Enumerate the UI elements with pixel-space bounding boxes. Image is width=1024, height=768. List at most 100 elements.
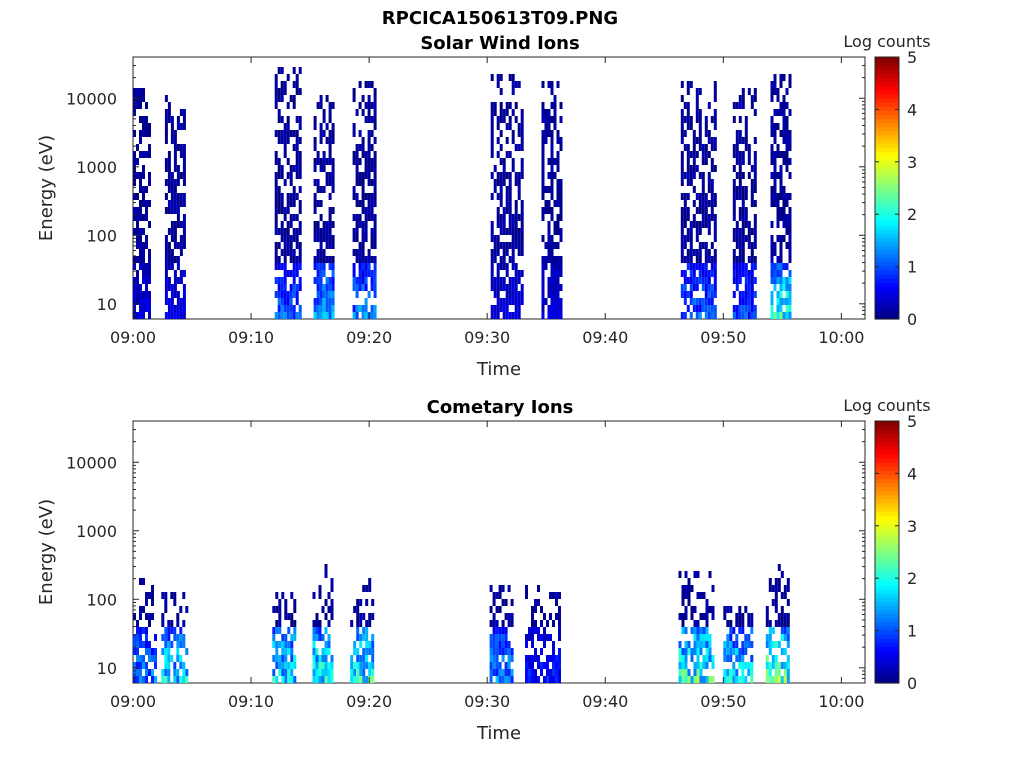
heatmap-cell	[738, 312, 742, 319]
heatmap-cell	[738, 165, 742, 172]
heatmap-cell	[179, 634, 183, 641]
heatmap-cell	[496, 207, 500, 214]
heatmap-cell	[136, 207, 139, 214]
heatmap-cell	[498, 627, 502, 634]
colorbar-swatch	[875, 114, 899, 119]
heatmap-cell	[277, 109, 281, 116]
heatmap-cell	[182, 242, 186, 249]
heatmap-cell	[319, 214, 323, 221]
heatmap-cell	[692, 137, 696, 144]
heatmap-cell	[496, 221, 500, 228]
heatmap-cell	[324, 627, 328, 634]
heatmap-cell	[355, 109, 359, 116]
heatmap-cell	[547, 277, 551, 284]
heatmap-cell	[182, 193, 186, 200]
heatmap-cell	[280, 81, 284, 88]
heatmap-cell	[549, 634, 552, 641]
heatmap-cell	[517, 291, 521, 298]
heatmap-cell	[550, 284, 554, 291]
heatmap-cell	[701, 193, 705, 200]
heatmap-cell	[525, 662, 528, 669]
heatmap-cell	[741, 676, 745, 683]
heatmap-cell	[370, 312, 374, 319]
heatmap-cell	[550, 102, 554, 109]
heatmap-cell	[753, 137, 757, 144]
heatmap-cell	[280, 305, 284, 312]
heatmap-cell	[352, 88, 356, 95]
heatmap-cell	[695, 228, 699, 235]
heatmap-cell	[738, 676, 742, 683]
colorbar-tick-label: 2	[907, 569, 917, 588]
heatmap-cell	[182, 592, 186, 599]
heatmap-cell	[136, 158, 139, 165]
heatmap-cell	[773, 249, 777, 256]
heatmap-cell	[707, 186, 711, 193]
heatmap-cell	[753, 200, 757, 207]
heatmap-cell	[502, 172, 506, 179]
heatmap-cell	[277, 228, 281, 235]
heatmap-cell	[683, 172, 687, 179]
heatmap-cell	[359, 613, 363, 620]
heatmap-cell	[785, 137, 789, 144]
heatmap-cell	[173, 158, 177, 165]
heatmap-cell	[275, 655, 279, 662]
heatmap-cell	[499, 193, 503, 200]
heatmap-cell	[753, 242, 757, 249]
heatmap-cell	[726, 648, 730, 655]
heatmap-cell	[283, 123, 287, 130]
heatmap-cell	[785, 123, 789, 130]
heatmap-cell	[779, 151, 783, 158]
heatmap-cell	[319, 277, 323, 284]
heatmap-cell	[173, 291, 177, 298]
heatmap-cell	[164, 193, 168, 200]
heatmap-cell	[774, 606, 778, 613]
heatmap-cell	[785, 116, 789, 123]
heatmap-cell	[514, 144, 518, 151]
heatmap-cell	[773, 165, 777, 172]
heatmap-cell	[328, 172, 332, 179]
heatmap-cell	[319, 235, 323, 242]
heatmap-cell	[707, 298, 711, 305]
heatmap-cell	[502, 242, 506, 249]
heatmap-cell	[559, 214, 563, 221]
heatmap-cell	[139, 655, 142, 662]
heatmap-cell	[176, 641, 180, 648]
heatmap-cell	[280, 291, 284, 298]
heatmap-cell	[741, 214, 745, 221]
heatmap-cell	[284, 669, 288, 676]
heatmap-cell	[499, 109, 503, 116]
heatmap-cell	[541, 158, 545, 165]
colorbar-swatch	[875, 601, 899, 606]
heatmap-cell	[316, 277, 320, 284]
heatmap-cell	[173, 221, 177, 228]
heatmap-cell	[167, 165, 171, 172]
heatmap-cell	[328, 130, 332, 137]
heatmap-cell	[173, 599, 177, 606]
heatmap-cell	[699, 669, 703, 676]
heatmap-cell	[148, 298, 151, 305]
heatmap-cell	[770, 256, 774, 263]
heatmap-cell	[289, 270, 293, 277]
heatmap-cell	[325, 256, 329, 263]
heatmap-cell	[701, 144, 705, 151]
heatmap-cell	[750, 102, 754, 109]
heatmap-cell	[765, 606, 769, 613]
heatmap-cell	[164, 648, 168, 655]
heatmap-cell	[176, 172, 180, 179]
heatmap-cell	[148, 270, 151, 277]
heatmap-cell	[298, 172, 302, 179]
colorbar-swatch	[875, 69, 899, 74]
heatmap-cell	[316, 228, 320, 235]
heatmap-cell	[528, 662, 531, 669]
colorbar-swatch	[875, 273, 899, 279]
heatmap-cell	[779, 291, 783, 298]
heatmap-cell	[710, 179, 714, 186]
heatmap-cell	[559, 137, 563, 144]
heatmap-cell	[313, 158, 317, 165]
heatmap-cell	[161, 620, 165, 627]
heatmap-cell	[298, 200, 302, 207]
heatmap-cell	[173, 277, 177, 284]
heatmap-cell	[550, 277, 554, 284]
colorbar-tick-label: 0	[907, 310, 917, 329]
heatmap-cell	[170, 641, 174, 648]
